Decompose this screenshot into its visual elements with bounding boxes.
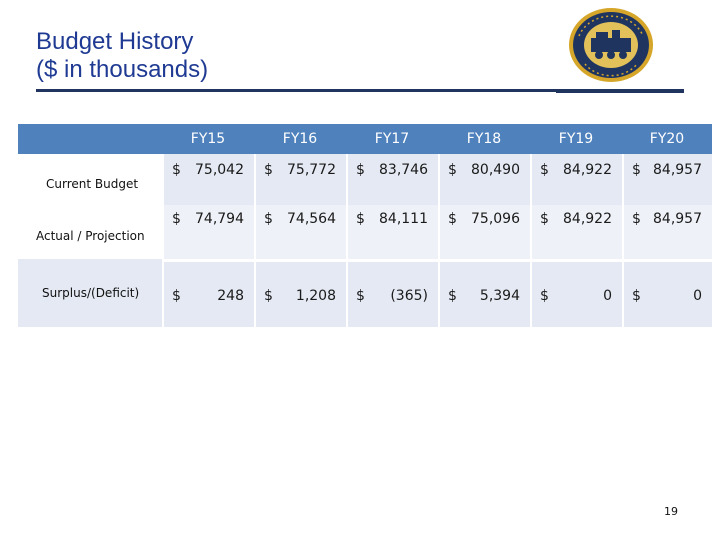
currency-symbol: $ xyxy=(264,211,273,227)
currency-symbol: $ xyxy=(448,287,457,304)
page-number: 19 xyxy=(664,505,678,518)
table-cell: $0 xyxy=(622,259,712,327)
cell-value: 84,957 xyxy=(653,162,702,178)
table-cell: $83,746 xyxy=(346,154,438,205)
cell-value: 74,564 xyxy=(287,211,336,227)
currency-symbol: $ xyxy=(356,211,365,227)
table-cell: $80,490 xyxy=(438,154,530,205)
cell-value: 0 xyxy=(693,287,702,304)
header-fy20: FY20 xyxy=(622,124,712,154)
table-cell: $84,922 xyxy=(530,205,622,259)
header-fy18: FY18 xyxy=(438,124,530,154)
table-cell: $5,394 xyxy=(438,259,530,327)
cell-value: 80,490 xyxy=(471,162,520,178)
page-title: Budget History ($ in thousands) xyxy=(36,28,208,84)
row-label-text: Current Budget xyxy=(46,176,139,191)
table-cell: $0 xyxy=(530,259,622,327)
currency-symbol: $ xyxy=(172,287,181,304)
cell-value: 248 xyxy=(217,287,244,304)
row-label: Surplus/(Deficit) xyxy=(18,259,162,327)
cell-value: 84,922 xyxy=(563,211,612,227)
city-seal-logo xyxy=(569,8,653,82)
currency-symbol: $ xyxy=(540,162,549,178)
table-header-row: FY15 FY16 FY17 FY18 FY19 FY20 xyxy=(18,124,712,154)
currency-symbol: $ xyxy=(356,162,365,178)
title-line-2: ($ in thousands) xyxy=(36,56,209,83)
currency-symbol: $ xyxy=(448,162,457,178)
header-fy15: FY15 xyxy=(162,124,254,154)
row-label-text: Surplus/(Deficit) xyxy=(42,286,140,300)
currency-symbol: $ xyxy=(172,162,181,178)
cell-value: 75,772 xyxy=(287,162,336,178)
cell-value: 75,042 xyxy=(195,162,244,178)
currency-symbol: $ xyxy=(632,287,641,304)
table-row: Actual / Projection $74,794 $74,564 $84,… xyxy=(18,205,712,259)
currency-symbol: $ xyxy=(540,211,549,227)
header-fy17: FY17 xyxy=(346,124,438,154)
table-cell: $75,042 xyxy=(162,154,254,205)
currency-symbol: $ xyxy=(356,287,365,304)
table-row: Current Budget $75,042 $75,772 $83,746 $… xyxy=(18,154,712,205)
currency-symbol: $ xyxy=(448,211,457,227)
table-cell: $84,111 xyxy=(346,205,438,259)
cell-value: 5,394 xyxy=(479,287,520,304)
currency-symbol: $ xyxy=(632,211,641,227)
cell-value: 83,746 xyxy=(379,162,428,178)
table-cell: $84,922 xyxy=(530,154,622,205)
header-corner xyxy=(18,124,162,154)
budget-history-table: FY15 FY16 FY17 FY18 FY19 FY20 Current Bu… xyxy=(18,124,712,327)
table-cell: $84,957 xyxy=(622,205,712,259)
table-cell: $248 xyxy=(162,259,254,327)
cell-value: (365) xyxy=(390,287,428,304)
title-underline-accent xyxy=(556,89,684,93)
row-label: Actual / Projection xyxy=(18,205,162,259)
currency-symbol: $ xyxy=(540,287,549,304)
table-cell: $75,772 xyxy=(254,154,346,205)
currency-symbol: $ xyxy=(264,162,273,178)
currency-symbol: $ xyxy=(264,287,273,304)
header-fy16: FY16 xyxy=(254,124,346,154)
cell-value: 84,957 xyxy=(653,211,702,227)
currency-symbol: $ xyxy=(632,162,641,178)
header-fy19: FY19 xyxy=(530,124,622,154)
cell-value: 1,208 xyxy=(295,287,336,304)
title-underline xyxy=(36,89,556,92)
title-line-1: Budget History xyxy=(36,28,194,55)
table-cell: $1,208 xyxy=(254,259,346,327)
cell-value: 84,922 xyxy=(563,162,612,178)
cell-value: 74,794 xyxy=(195,211,244,227)
table-row: Surplus/(Deficit) $248 $1,208 $ (365) $5,… xyxy=(18,259,712,327)
table-cell: $ (365) xyxy=(346,259,438,327)
table-cell: $75,096 xyxy=(438,205,530,259)
cell-value: 75,096 xyxy=(471,211,520,227)
row-label-text: Actual / Projection xyxy=(36,229,145,243)
table-cell: $74,564 xyxy=(254,205,346,259)
row-label: Current Budget xyxy=(18,154,162,205)
cell-value: 0 xyxy=(603,287,612,304)
cell-value: 84,111 xyxy=(379,211,428,227)
table-cell: $74,794 xyxy=(162,205,254,259)
table-cell: $84,957 xyxy=(622,154,712,205)
currency-symbol: $ xyxy=(172,211,181,227)
